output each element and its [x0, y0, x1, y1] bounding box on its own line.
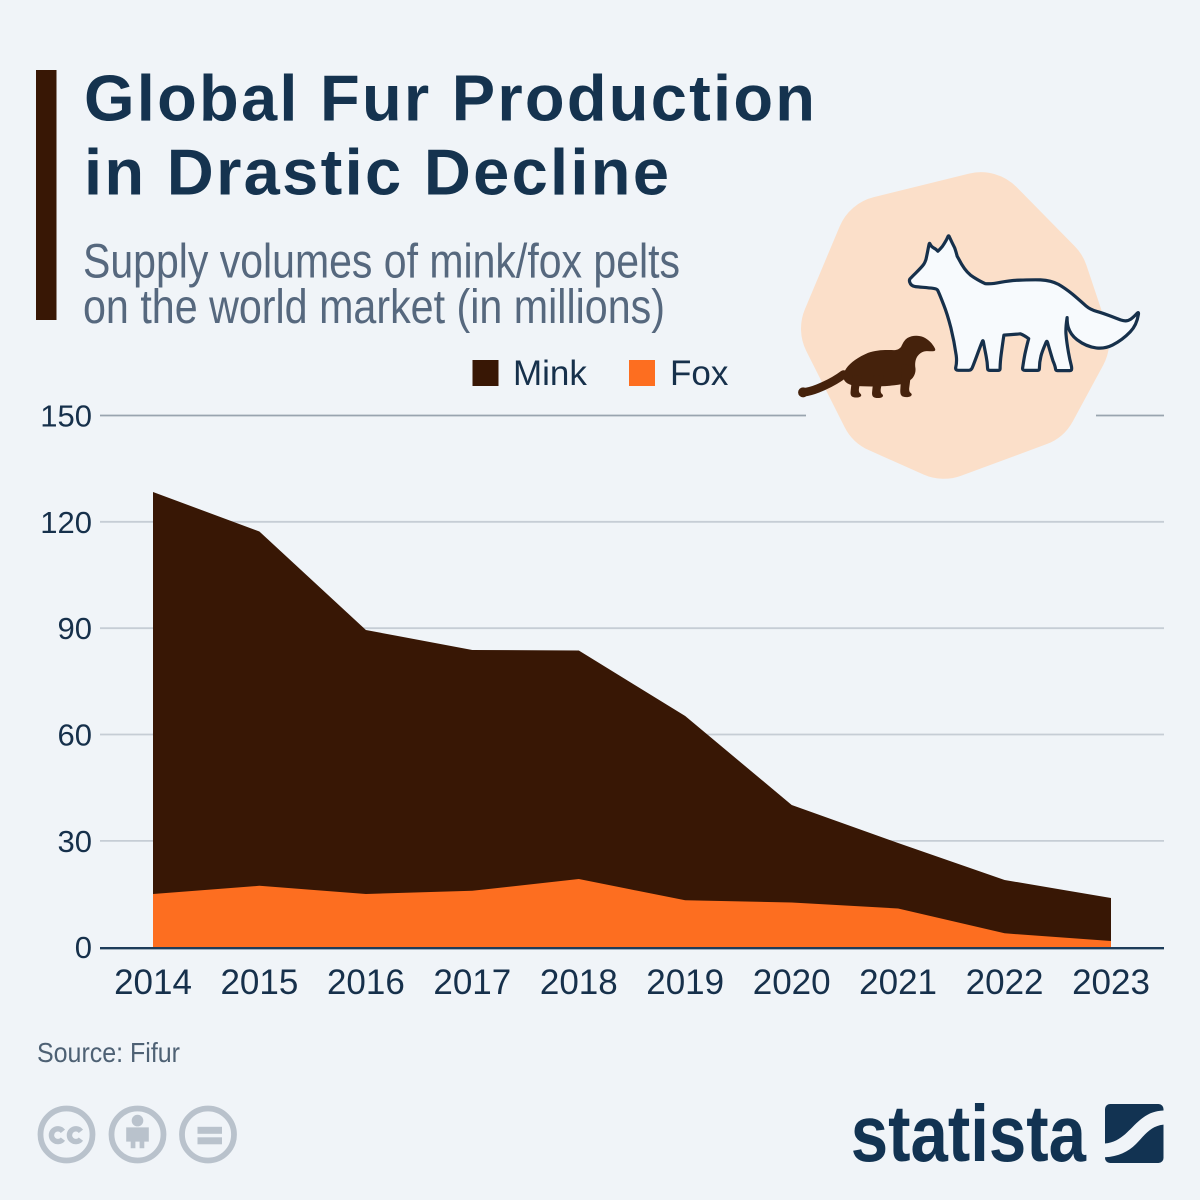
svg-text:2014: 2014: [114, 963, 192, 1002]
svg-text:Mink: Mink: [513, 354, 587, 393]
svg-text:Source: Fifur: Source: Fifur: [37, 1037, 180, 1068]
svg-text:statista: statista: [851, 1088, 1087, 1178]
svg-text:60: 60: [58, 718, 92, 753]
svg-text:150: 150: [40, 399, 92, 434]
svg-text:120: 120: [40, 505, 92, 540]
svg-text:2015: 2015: [220, 963, 298, 1002]
svg-text:2022: 2022: [966, 963, 1044, 1002]
svg-text:2019: 2019: [646, 963, 724, 1002]
svg-text:2018: 2018: [540, 963, 618, 1002]
svg-text:on the world market (in millio: on the world market (in millions): [83, 280, 665, 334]
svg-text:Supply volumes of mink/fox pel: Supply volumes of mink/fox pelts: [83, 235, 680, 289]
svg-text:in Drastic Decline: in Drastic Decline: [84, 136, 669, 209]
svg-text:Fox: Fox: [670, 354, 729, 393]
svg-text:Global Fur Production: Global Fur Production: [84, 62, 815, 135]
svg-text:90: 90: [58, 611, 92, 646]
svg-text:30: 30: [58, 824, 92, 859]
svg-text:2016: 2016: [327, 963, 405, 1002]
svg-text:2021: 2021: [859, 963, 937, 1002]
svg-text:0: 0: [75, 930, 92, 965]
svg-text:2017: 2017: [433, 963, 511, 1002]
svg-text:2020: 2020: [753, 963, 831, 1002]
svg-text:2023: 2023: [1072, 963, 1150, 1002]
